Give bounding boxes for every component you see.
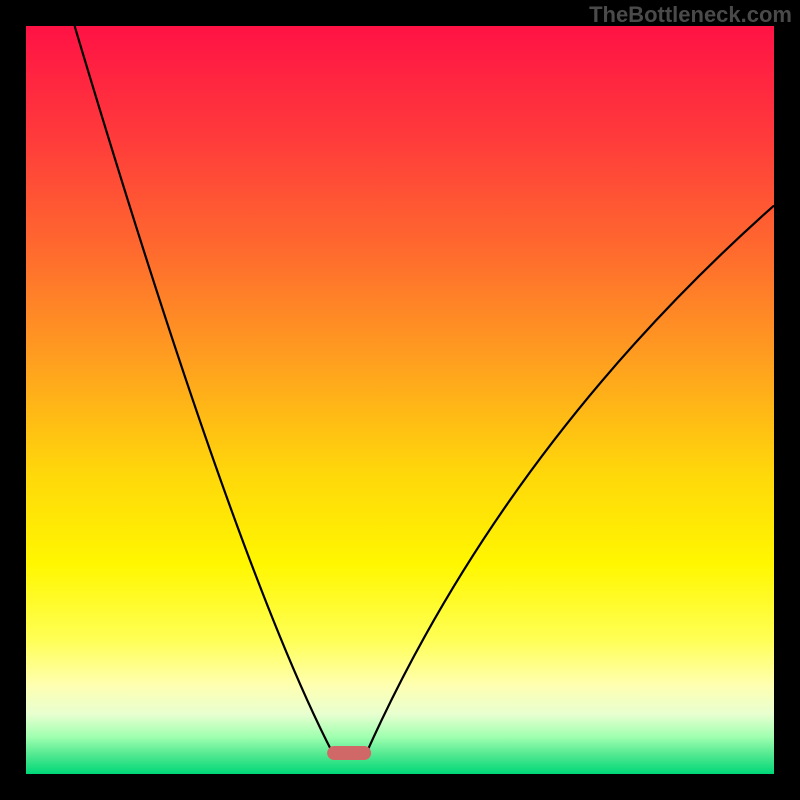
valley-marker — [327, 746, 371, 760]
chart-svg — [26, 26, 774, 774]
gradient-background — [26, 26, 774, 774]
bottleneck-chart — [26, 26, 774, 774]
watermark-text: TheBottleneck.com — [589, 2, 792, 28]
